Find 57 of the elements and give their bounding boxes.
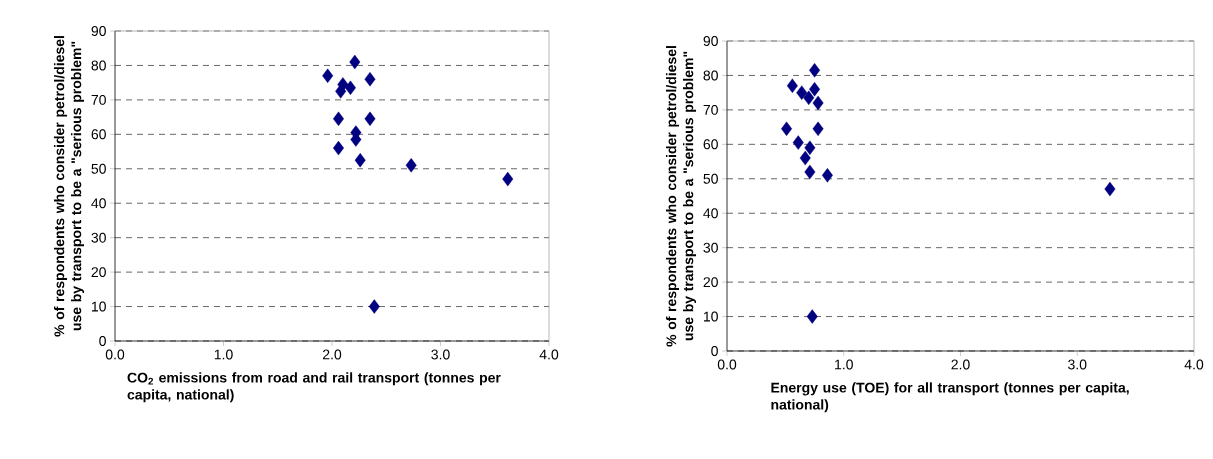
point bbox=[804, 164, 816, 180]
point bbox=[821, 168, 833, 183]
y-tick-label: 70 bbox=[703, 104, 718, 115]
y-tick-label: 40 bbox=[91, 198, 106, 209]
x-tick-label: 2.0 bbox=[951, 359, 970, 370]
point bbox=[786, 78, 798, 93]
point bbox=[1104, 181, 1116, 197]
y-axis-title: % of respondents who consider petrol/diesel use by transport to be a "serious problem" bbox=[53, 36, 85, 337]
point bbox=[809, 82, 821, 97]
y-tick-label: 40 bbox=[703, 208, 718, 219]
x-tick-label: 2.0 bbox=[322, 349, 342, 360]
y-tick-label: 60 bbox=[703, 139, 718, 150]
point bbox=[502, 171, 514, 187]
point bbox=[796, 85, 808, 100]
y-tick-label: 90 bbox=[703, 36, 718, 46]
x-tick-label: 1.0 bbox=[214, 349, 233, 360]
point bbox=[799, 150, 811, 166]
y-axis-title: % of respondents who consider petrol/diesel use by transport to be a "serious problem" bbox=[665, 46, 697, 347]
y-tick-label: 50 bbox=[91, 163, 106, 174]
point bbox=[405, 158, 417, 173]
y-tick-label: 70 bbox=[91, 94, 106, 105]
point bbox=[322, 68, 334, 83]
point bbox=[804, 140, 816, 155]
y-tick-label: 30 bbox=[703, 242, 718, 253]
point bbox=[812, 121, 824, 137]
y-tick-label: 10 bbox=[91, 301, 106, 312]
point bbox=[792, 135, 804, 150]
point bbox=[364, 111, 376, 127]
y-tick-label: 20 bbox=[703, 277, 718, 288]
point bbox=[335, 84, 347, 99]
x-tick-label: 0.0 bbox=[717, 359, 737, 370]
y-tick-label: 50 bbox=[703, 173, 718, 184]
x-tick-label: 0.0 bbox=[105, 349, 125, 360]
x-tick-label: 4.0 bbox=[1184, 359, 1204, 370]
x-axis-title: Energy use (TOE) for all transport (tonnes per capita, national) bbox=[771, 382, 1129, 413]
y-tick-label: 10 bbox=[703, 311, 718, 322]
y-tick-label: 60 bbox=[91, 129, 106, 140]
point bbox=[368, 299, 380, 314]
point bbox=[806, 309, 818, 324]
y-tick-label: 90 bbox=[91, 26, 106, 36]
point bbox=[354, 152, 366, 168]
x-tick-label: 3.0 bbox=[1068, 359, 1087, 370]
point bbox=[809, 63, 821, 78]
y-tick-label: 0 bbox=[711, 346, 718, 356]
point bbox=[812, 95, 824, 111]
x-tick-label: 3.0 bbox=[431, 349, 450, 360]
point bbox=[364, 72, 376, 87]
point bbox=[803, 90, 815, 106]
y-tick-label: 0 bbox=[99, 336, 106, 346]
point bbox=[349, 54, 361, 70]
y-tick-label: 20 bbox=[91, 267, 106, 278]
x-tick-label: 1.0 bbox=[835, 359, 853, 370]
y-tick-label: 80 bbox=[703, 70, 718, 81]
x-axis-title: CO$_{2}$ emissions from road and rail transport (tonnes per capita, national) bbox=[127, 372, 501, 403]
x-tick-label: 4.0 bbox=[539, 349, 559, 360]
y-tick-label: 30 bbox=[91, 232, 106, 243]
y-tick-label: 80 bbox=[91, 60, 106, 71]
